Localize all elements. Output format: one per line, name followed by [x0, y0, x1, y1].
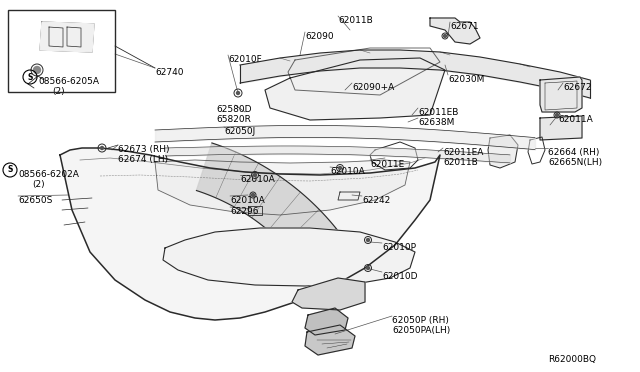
Text: (2): (2) — [52, 87, 65, 96]
Text: 62010A: 62010A — [230, 196, 265, 205]
Text: 62011EB: 62011EB — [418, 108, 458, 117]
Text: 62011A: 62011A — [558, 115, 593, 124]
Text: (2): (2) — [32, 180, 45, 189]
Text: 62673 (RH): 62673 (RH) — [118, 145, 170, 154]
Text: 08566-6202A: 08566-6202A — [18, 170, 79, 179]
Polygon shape — [60, 148, 440, 320]
Circle shape — [252, 193, 255, 196]
Polygon shape — [540, 116, 582, 140]
Text: 62090: 62090 — [305, 32, 333, 41]
Text: 62030M: 62030M — [448, 75, 484, 84]
Text: 62010A: 62010A — [240, 175, 275, 184]
Text: 62011B: 62011B — [338, 16, 372, 25]
Circle shape — [253, 173, 257, 176]
Text: 62665N(LH): 62665N(LH) — [548, 158, 602, 167]
Polygon shape — [163, 228, 415, 286]
Text: 62010D: 62010D — [382, 272, 417, 281]
Text: 62090+A: 62090+A — [352, 83, 394, 92]
Polygon shape — [155, 160, 410, 215]
Text: 62671: 62671 — [450, 22, 479, 31]
Circle shape — [556, 113, 559, 116]
Polygon shape — [292, 278, 365, 310]
Text: S: S — [7, 166, 13, 174]
Polygon shape — [196, 143, 351, 276]
Text: 62242: 62242 — [362, 196, 390, 205]
Text: 62296: 62296 — [230, 207, 259, 216]
Circle shape — [100, 147, 104, 150]
Text: S: S — [28, 73, 33, 81]
Text: 62638M: 62638M — [418, 118, 454, 127]
Text: 62011B: 62011B — [443, 158, 477, 167]
Circle shape — [237, 92, 239, 94]
Circle shape — [367, 238, 369, 241]
Text: 62011E: 62011E — [370, 160, 404, 169]
Bar — [8, 10, 115, 92]
Polygon shape — [40, 22, 94, 52]
Text: 62650S: 62650S — [18, 196, 52, 205]
Circle shape — [339, 167, 342, 170]
Text: 62010A: 62010A — [330, 167, 365, 176]
Text: 62010P: 62010P — [382, 243, 416, 252]
Text: 62050PA(LH): 62050PA(LH) — [392, 326, 451, 335]
Polygon shape — [305, 325, 355, 355]
Circle shape — [444, 35, 447, 38]
Text: 62050J: 62050J — [224, 127, 255, 136]
Text: R62000BQ: R62000BQ — [548, 355, 596, 364]
Text: 08566-6205A: 08566-6205A — [38, 77, 99, 86]
Text: 62672: 62672 — [563, 83, 591, 92]
Circle shape — [367, 266, 369, 269]
Text: 62580D: 62580D — [216, 105, 252, 114]
Polygon shape — [488, 135, 518, 168]
Text: 62674 (LH): 62674 (LH) — [118, 155, 168, 164]
Text: 62050P (RH): 62050P (RH) — [392, 316, 449, 325]
Text: 65820R: 65820R — [216, 115, 251, 124]
Text: 62740: 62740 — [155, 68, 184, 77]
Circle shape — [33, 67, 40, 74]
Text: 62664 (RH): 62664 (RH) — [548, 148, 600, 157]
Text: 62011EA: 62011EA — [443, 148, 483, 157]
Polygon shape — [265, 58, 445, 120]
Text: 62010F: 62010F — [228, 55, 262, 64]
Polygon shape — [540, 77, 582, 112]
Polygon shape — [430, 18, 480, 44]
Polygon shape — [305, 308, 348, 335]
